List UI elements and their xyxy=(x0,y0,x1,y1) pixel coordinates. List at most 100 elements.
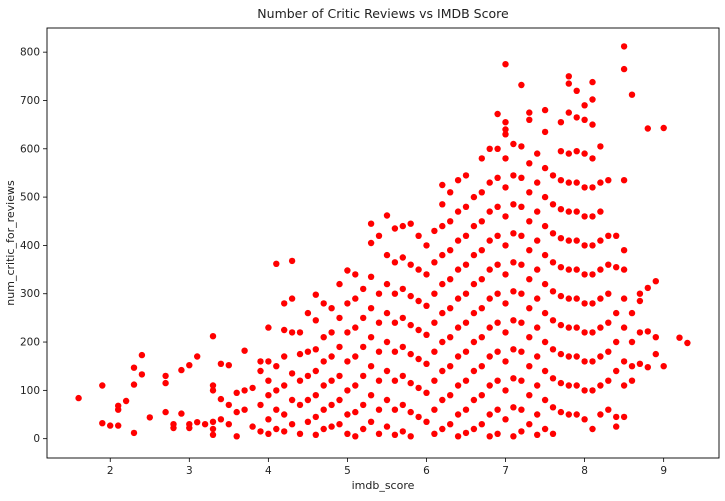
data-point xyxy=(478,363,485,370)
data-point xyxy=(360,425,367,433)
data-point xyxy=(573,148,580,155)
data-point xyxy=(549,288,557,295)
y-tick-label: 300 xyxy=(20,288,40,300)
data-point xyxy=(620,382,628,389)
data-point xyxy=(494,348,501,355)
data-point xyxy=(447,218,454,225)
data-point xyxy=(502,213,509,220)
data-point xyxy=(597,179,604,186)
data-point xyxy=(249,423,256,430)
data-point xyxy=(391,225,399,232)
data-point xyxy=(605,348,612,355)
data-point xyxy=(367,334,375,341)
data-point xyxy=(447,276,454,283)
data-point xyxy=(201,421,209,428)
y-tick-label: 800 xyxy=(20,47,40,59)
data-point xyxy=(494,110,501,118)
data-point xyxy=(352,433,359,440)
data-point xyxy=(478,218,485,225)
data-point xyxy=(470,309,478,317)
data-point xyxy=(312,346,319,353)
data-point xyxy=(281,326,288,334)
data-point xyxy=(225,362,232,369)
x-tick-label: 3 xyxy=(186,465,193,477)
data-point xyxy=(431,227,438,235)
data-point xyxy=(360,372,367,380)
data-point xyxy=(454,177,462,184)
data-point xyxy=(462,261,470,268)
data-point xyxy=(589,121,596,128)
data-point xyxy=(613,232,620,239)
data-point xyxy=(478,276,485,283)
data-point xyxy=(597,208,604,215)
data-point xyxy=(494,232,501,239)
data-point xyxy=(589,242,596,249)
data-point xyxy=(581,150,588,157)
data-point xyxy=(391,290,399,297)
x-tick-label: 7 xyxy=(502,465,509,477)
data-point xyxy=(565,73,572,80)
data-point xyxy=(233,408,240,416)
data-point xyxy=(557,148,565,155)
data-point xyxy=(541,367,549,375)
data-point xyxy=(518,290,525,297)
data-point xyxy=(644,328,651,335)
data-point xyxy=(265,377,272,384)
data-point xyxy=(352,408,359,416)
data-point xyxy=(652,350,659,358)
data-point xyxy=(478,421,485,428)
data-point xyxy=(613,309,620,317)
data-point xyxy=(281,353,288,360)
data-point xyxy=(581,116,588,124)
data-point xyxy=(620,295,628,302)
data-point xyxy=(581,300,588,307)
data-point xyxy=(447,189,454,196)
data-point xyxy=(399,372,406,380)
data-point xyxy=(328,377,335,384)
plot-marks xyxy=(75,43,691,440)
data-point xyxy=(636,290,644,297)
data-point xyxy=(676,334,683,341)
data-point xyxy=(470,280,478,288)
data-point xyxy=(281,382,288,389)
y-axis-label: num_critic_for_reviews xyxy=(4,180,17,306)
data-point xyxy=(454,295,462,302)
data-point xyxy=(296,377,304,384)
data-point xyxy=(209,425,217,433)
data-point xyxy=(597,237,604,244)
data-point xyxy=(462,348,470,355)
data-point xyxy=(367,273,375,280)
data-point xyxy=(502,358,509,365)
data-point xyxy=(265,430,272,437)
data-point xyxy=(573,87,580,95)
data-point xyxy=(581,213,588,220)
data-point xyxy=(620,266,628,273)
data-point xyxy=(415,326,422,334)
data-point xyxy=(510,172,517,179)
data-point xyxy=(486,382,493,389)
data-point xyxy=(486,324,493,331)
data-point xyxy=(454,237,462,244)
data-point xyxy=(494,174,501,181)
data-point xyxy=(549,430,557,437)
data-point xyxy=(557,321,565,329)
data-point xyxy=(320,382,327,389)
data-point xyxy=(383,251,391,259)
data-point xyxy=(391,319,399,326)
data-point xyxy=(502,119,509,126)
data-point xyxy=(312,431,319,438)
data-point xyxy=(502,387,509,394)
data-point xyxy=(478,189,485,196)
data-point xyxy=(620,247,628,254)
data-point xyxy=(391,348,399,355)
data-point xyxy=(265,324,272,331)
data-point xyxy=(573,114,580,121)
data-point xyxy=(589,358,596,365)
data-point xyxy=(344,300,351,307)
data-point xyxy=(296,329,304,336)
data-point xyxy=(565,237,572,244)
data-point xyxy=(534,208,541,215)
data-point xyxy=(375,319,383,326)
data-point xyxy=(660,363,667,370)
data-point xyxy=(510,317,517,324)
